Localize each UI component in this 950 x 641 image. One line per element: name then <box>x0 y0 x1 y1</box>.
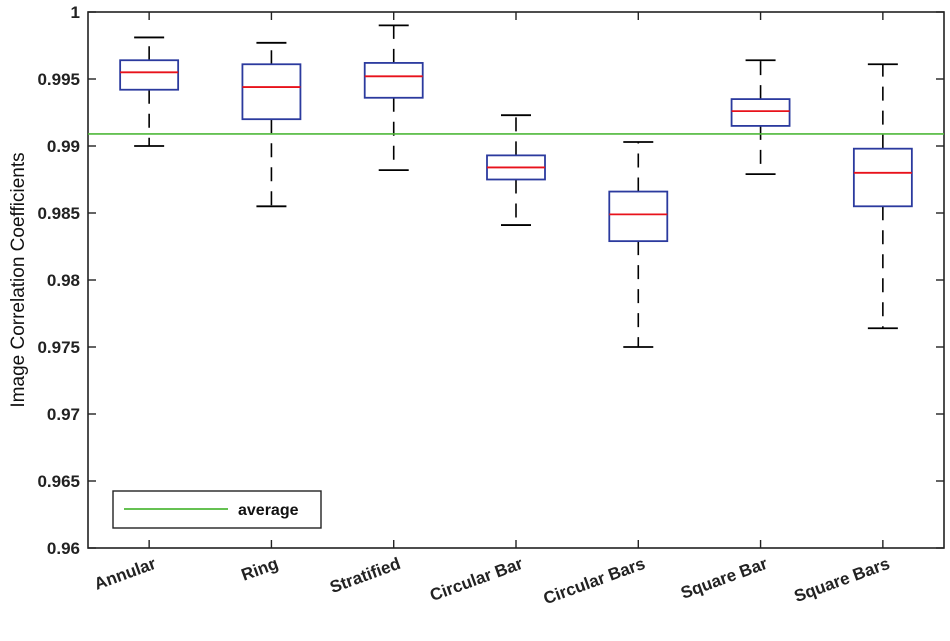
box-circular-bars <box>608 141 669 348</box>
iqr-box <box>730 98 791 127</box>
box-annular <box>119 36 180 147</box>
iqr-box <box>363 62 424 99</box>
y-tick-label: 0.96 <box>47 539 80 558</box>
y-axis-label: Image Correlation Coefficients <box>8 152 29 407</box>
box-square-bar <box>730 59 791 176</box>
y-tick-label: 0.97 <box>47 405 80 424</box>
x-category-label: Circular Bars <box>541 554 648 608</box>
box-square-bars <box>852 63 913 330</box>
y-tick-label: 0.99 <box>47 137 80 156</box>
iqr-box <box>241 63 302 121</box>
legend-label-average: average <box>238 502 299 519</box>
iqr-box <box>608 190 669 243</box>
y-tick-label: 0.98 <box>47 271 80 290</box>
box-stratified <box>363 24 424 172</box>
y-tick-label: 0.975 <box>37 338 80 357</box>
y-tick-label: 0.985 <box>37 204 80 223</box>
y-tick-label: 1 <box>71 3 80 22</box>
legend: average <box>112 490 322 529</box>
box-ring <box>241 41 302 208</box>
x-category-label: Ring <box>239 554 281 585</box>
x-category-label: Square Bars <box>792 554 893 606</box>
iqr-box <box>852 147 913 208</box>
plot-area <box>87 11 945 549</box>
x-category-label: Circular Bar <box>427 554 525 605</box>
box-circular-bar <box>486 114 546 226</box>
x-category-label: Square Bar <box>678 554 770 603</box>
x-category-label: Annular <box>92 554 159 594</box>
x-category-label: Stratified <box>327 554 403 597</box>
iqr-box <box>119 59 180 91</box>
y-tick-label: 0.965 <box>37 472 80 491</box>
y-tick-label: 0.995 <box>37 70 80 89</box>
